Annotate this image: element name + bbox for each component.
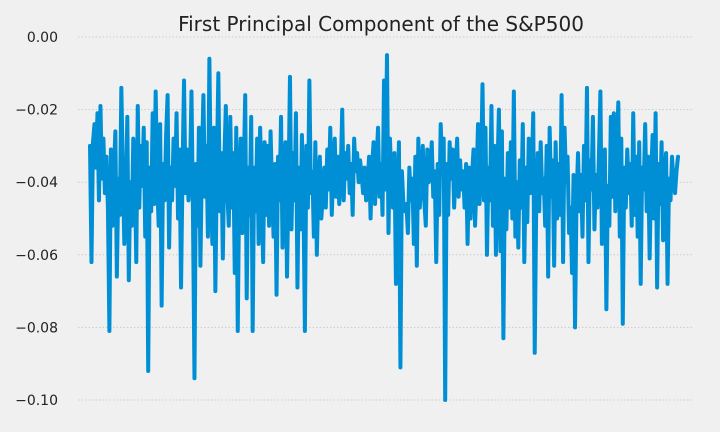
y-axis-tick-labels: 0.00 −0.02 −0.04 −0.06 −0.08 −0.10	[15, 30, 58, 409]
y-tick-label: −0.04	[15, 175, 58, 191]
y-tick-label: −0.02	[15, 103, 58, 119]
plot-area	[88, 53, 680, 402]
series-line	[88, 53, 680, 402]
y-tick-label: −0.06	[15, 248, 58, 264]
y-tick-label: −0.10	[15, 393, 58, 409]
chart-title: First Principal Component of the S&P500	[178, 12, 584, 36]
y-tick-label: −0.08	[15, 320, 58, 336]
y-tick-label: 0.00	[27, 30, 58, 46]
